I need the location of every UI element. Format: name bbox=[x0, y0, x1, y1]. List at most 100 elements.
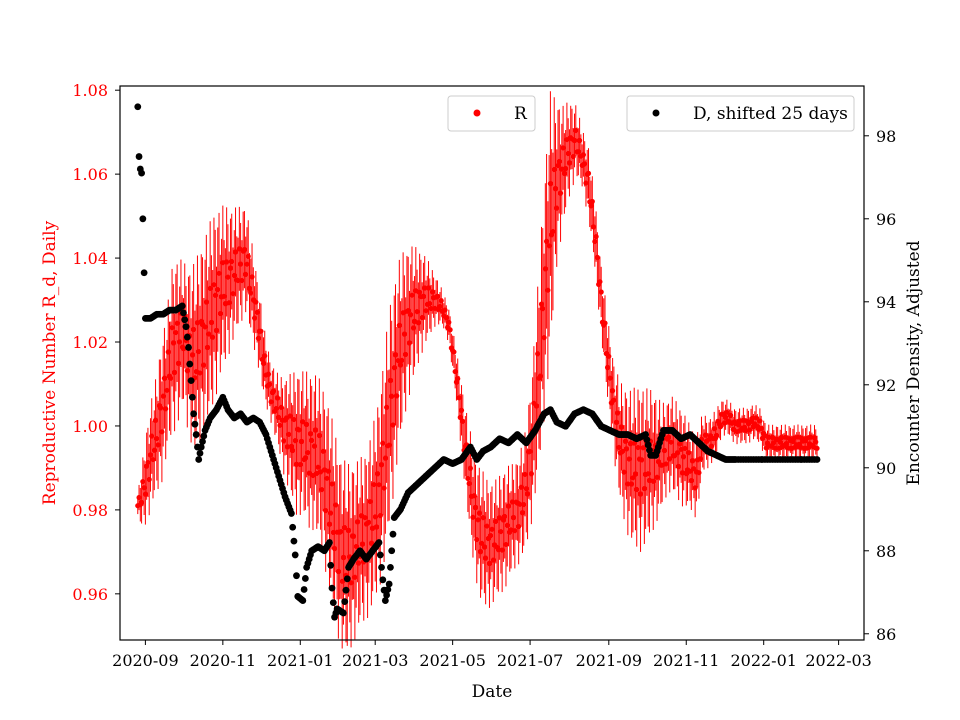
r-point bbox=[331, 545, 338, 552]
d-point bbox=[190, 410, 198, 418]
d-point bbox=[300, 586, 308, 593]
d-point bbox=[384, 586, 392, 593]
d-point bbox=[813, 456, 821, 463]
r-point bbox=[386, 442, 392, 448]
r-point bbox=[281, 438, 287, 444]
r-point bbox=[552, 186, 559, 192]
r-point bbox=[381, 485, 387, 491]
r-point bbox=[610, 388, 616, 394]
y-right-tick-label: 96 bbox=[876, 210, 896, 229]
r-point bbox=[420, 293, 427, 300]
r-point bbox=[274, 395, 281, 401]
d-point bbox=[196, 449, 204, 457]
r-point bbox=[688, 477, 694, 484]
r-point bbox=[663, 461, 669, 467]
legend-r-label: R bbox=[514, 104, 528, 124]
r-point bbox=[345, 527, 352, 533]
d-point bbox=[646, 446, 653, 454]
r-point bbox=[229, 258, 235, 265]
r-point bbox=[686, 450, 692, 456]
d-point bbox=[389, 530, 397, 538]
r-point bbox=[523, 486, 529, 492]
r-point bbox=[151, 447, 157, 453]
d-point bbox=[195, 456, 203, 463]
r-point bbox=[452, 368, 458, 375]
d-point bbox=[183, 333, 191, 341]
r-point bbox=[226, 300, 232, 306]
d-point bbox=[291, 551, 299, 559]
r-point bbox=[382, 455, 388, 461]
r-point bbox=[717, 424, 724, 430]
d-point bbox=[383, 591, 391, 599]
r-point bbox=[403, 351, 409, 358]
r-point bbox=[221, 293, 227, 299]
r-point bbox=[533, 403, 540, 409]
r-point bbox=[268, 399, 274, 405]
legend-d-marker bbox=[652, 109, 660, 117]
d-point bbox=[199, 438, 206, 445]
r-point bbox=[697, 456, 703, 462]
r-point bbox=[246, 285, 253, 291]
r-point bbox=[329, 481, 335, 487]
r-point bbox=[352, 574, 358, 580]
r-point bbox=[213, 327, 220, 334]
r-point bbox=[467, 465, 474, 471]
r-point bbox=[542, 266, 548, 272]
r-point bbox=[711, 426, 717, 432]
r-point bbox=[518, 484, 524, 490]
y-axis-left: 0.96 0.98 1.00 1.02 1.04 1.06 1.08 bbox=[72, 81, 120, 604]
d-series-layer bbox=[134, 103, 821, 621]
x-tick-label: 2022-01 bbox=[730, 651, 796, 670]
r-point bbox=[668, 439, 674, 445]
r-point bbox=[354, 519, 361, 525]
d-point bbox=[379, 576, 387, 584]
r-point bbox=[208, 319, 215, 326]
r-point bbox=[203, 299, 209, 305]
d-point bbox=[328, 584, 336, 592]
r-point bbox=[238, 261, 244, 267]
r-point bbox=[480, 515, 486, 521]
r-point bbox=[155, 442, 161, 448]
r-point bbox=[607, 375, 613, 381]
y-right-tick-label: 86 bbox=[876, 625, 896, 644]
r-point bbox=[408, 312, 414, 318]
r-point bbox=[298, 438, 305, 445]
x-tick-label: 2021-11 bbox=[653, 651, 719, 670]
r-point bbox=[211, 282, 217, 288]
r-point bbox=[541, 335, 547, 341]
r-point bbox=[714, 432, 720, 439]
x-tick-label: 2021-05 bbox=[419, 651, 485, 670]
r-point bbox=[580, 152, 587, 158]
r-point bbox=[375, 471, 381, 477]
r-point bbox=[158, 405, 164, 411]
r-point bbox=[305, 450, 311, 456]
r-point bbox=[471, 493, 477, 499]
r-point bbox=[618, 424, 625, 430]
r-point bbox=[297, 461, 303, 468]
r-point bbox=[161, 375, 168, 381]
d-point bbox=[180, 309, 187, 317]
r-point bbox=[312, 427, 319, 433]
r-point bbox=[202, 324, 208, 330]
r-point bbox=[616, 444, 622, 450]
r-point bbox=[522, 471, 528, 477]
r-point bbox=[521, 501, 527, 508]
r-point bbox=[376, 482, 382, 488]
d-point bbox=[192, 431, 200, 438]
r-point bbox=[758, 425, 764, 432]
r-point bbox=[164, 387, 170, 393]
r-point bbox=[392, 352, 399, 358]
r-point bbox=[401, 331, 407, 337]
r-point bbox=[174, 320, 180, 326]
d-point bbox=[188, 393, 196, 401]
r-point bbox=[265, 371, 272, 377]
d-point bbox=[181, 316, 189, 324]
r-point bbox=[813, 439, 819, 445]
d-point bbox=[186, 360, 194, 368]
r-point bbox=[622, 438, 628, 444]
r-point bbox=[456, 395, 462, 401]
r-point bbox=[538, 301, 545, 307]
r-point bbox=[503, 541, 509, 548]
y-axis-left-title: Reproductive Number R_d, Daily bbox=[40, 220, 60, 505]
d-point bbox=[387, 563, 394, 571]
